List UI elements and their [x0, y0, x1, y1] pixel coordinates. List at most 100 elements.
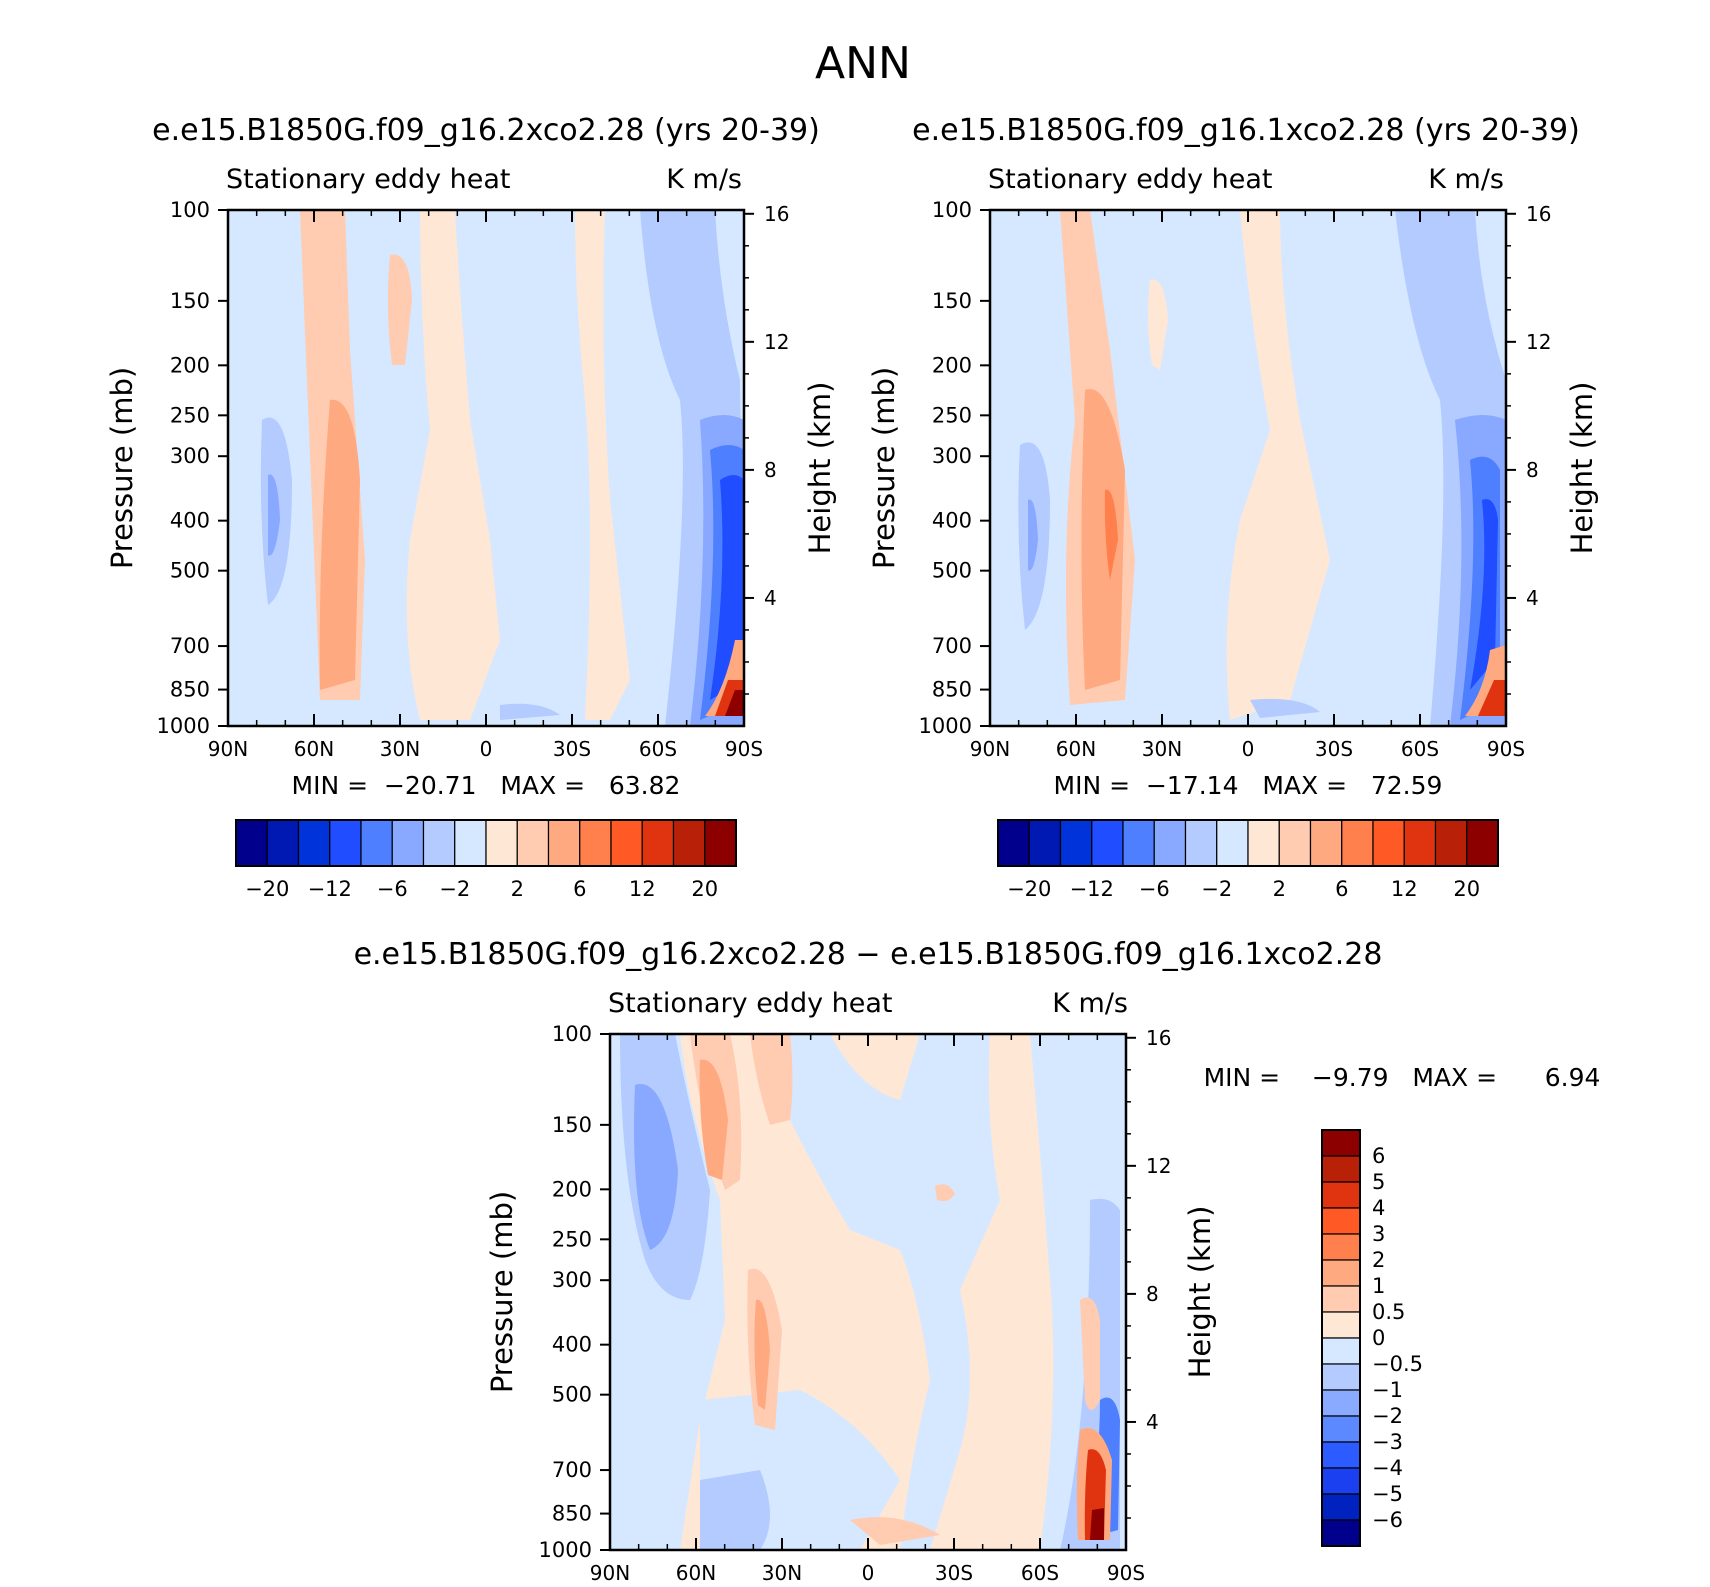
panel-case1-height-tick-label: 8: [764, 458, 777, 482]
panel-case2-colorbar-swatch: [1247, 819, 1280, 867]
panel-case1-colorbar-swatch: [610, 819, 643, 867]
panel-case2-subtitle-right: K m/s: [1428, 164, 1504, 195]
panel-case1-colorbar-label: −2: [439, 877, 470, 901]
panel-case2-xtick-label: 30S: [1315, 737, 1353, 761]
panel-diff-field: [610, 1034, 1126, 1550]
panel-diff-colorbar-swatch: [1321, 1233, 1361, 1261]
panel-case2-ytick-label: 200: [932, 353, 972, 377]
panel-diff-colorbar-label: −3: [1372, 1430, 1403, 1454]
panel-diff-xtick-label: 60N: [676, 1561, 716, 1585]
panel-case2-colorbar-swatch: [1028, 819, 1062, 867]
panel-case2-colorbar-label: 6: [1335, 877, 1348, 901]
panel-diff-xtick-label: 0: [862, 1561, 875, 1585]
panel-case1-colorbar-swatch: [516, 819, 550, 867]
panel-case1-ytick-label: 400: [170, 509, 210, 533]
panel-case1-colorbar-label: 20: [691, 877, 718, 901]
panel-case2-colorbar-swatch: [1216, 819, 1249, 867]
panel-diff-colorbar-swatch: [1321, 1181, 1361, 1209]
panel-case2-colorbar-swatch: [1372, 819, 1405, 867]
panel-diff-ytick-label: 150: [552, 1113, 592, 1137]
panel-diff-height-tick-label: 12: [1146, 1154, 1171, 1178]
panel-case1-xtick-label: 60N: [294, 737, 334, 761]
panel-case1-colorbar-swatch: [297, 819, 331, 867]
panel-diff-colorbar-swatch: [1321, 1129, 1361, 1157]
panel-case1-xtick-label: 30S: [553, 737, 591, 761]
panel-case1-colorbar-swatch: [485, 819, 518, 867]
panel-case1-ylabel-right: Height (km): [803, 382, 837, 555]
panel-case2-colorbar-label: −20: [1007, 877, 1051, 901]
panel-case2-colorbar-label: 20: [1453, 877, 1480, 901]
panel-case2-height-tick-label: 8: [1526, 458, 1539, 482]
panel-case2-colorbar-swatch: [1341, 819, 1374, 867]
panel-case2-subtitle-left: Stationary eddy heat: [988, 164, 1273, 195]
panel-case1-stats: MIN = −20.71 MAX = 63.82: [292, 771, 681, 800]
panel-diff-colorbar-swatch: [1321, 1311, 1361, 1339]
panel-case2-colorbar-label: −12: [1070, 877, 1114, 901]
panel-case1-height-tick-label: 12: [764, 330, 789, 354]
panel-case2-ylabel: Pressure (mb): [867, 367, 901, 569]
panel-diff-xtick-label: 90N: [590, 1561, 630, 1585]
panel-case2-ytick-label: 500: [932, 559, 972, 583]
panel-case1-subtitle-left: Stationary eddy heat: [226, 164, 511, 195]
panel-diff-ytick-label: 1000: [539, 1538, 592, 1562]
panel-case2-colorbar-label: 12: [1391, 877, 1418, 901]
panel-diff-ytick-label: 500: [552, 1383, 592, 1407]
panel-diff-colorbar-swatch: [1321, 1415, 1361, 1443]
panel-case2-colorbar-swatch: [1403, 819, 1437, 867]
panel-diff-height-tick-label: 8: [1146, 1282, 1159, 1306]
panel-case1-colorbar-swatch: [329, 819, 362, 867]
panel-case2-colorbar-label: −2: [1201, 877, 1232, 901]
panel-diff-colorbar-label: −2: [1372, 1404, 1403, 1428]
panel-case1-ytick-label: 700: [170, 634, 210, 658]
panel-case1-colorbar-swatch: [641, 819, 675, 867]
panel-diff-xtick-label: 30S: [935, 1561, 973, 1585]
panel-case2-colorbar-swatch: [1091, 819, 1124, 867]
panel-diff-colorbar-label: 1: [1372, 1274, 1385, 1298]
panel-case2-xtick-label: 60S: [1401, 737, 1439, 761]
panel-case2-xtick-label: 90S: [1487, 737, 1525, 761]
panel-diff-colorbar-swatch: [1321, 1389, 1361, 1417]
panel-diff-colorbar-label: 5: [1372, 1170, 1385, 1194]
panel-case2-colorbar-label: 2: [1273, 877, 1286, 901]
panel-diff-colorbar-label: −1: [1372, 1378, 1403, 1402]
panel-case1-ytick-label: 300: [170, 444, 210, 468]
panel-diff-colorbar-swatch: [1321, 1337, 1361, 1365]
panel-diff-colorbar-label: 2: [1372, 1248, 1385, 1272]
panel-diff-ylabel: Pressure (mb): [485, 1191, 519, 1393]
panel-diff-subtitle-left: Stationary eddy heat: [608, 988, 893, 1019]
panel-case1-colorbar-label: −20: [245, 877, 289, 901]
panel-diff-title: e.e15.B1850G.f09_g16.2xco2.28 − e.e15.B1…: [354, 937, 1383, 972]
panel-diff-ylabel-right: Height (km): [1183, 1206, 1217, 1379]
panel-case1-colorbar-swatch: [454, 819, 487, 867]
panel-diff-height-tick-label: 4: [1146, 1410, 1159, 1434]
panel-diff-colorbar-label: −4: [1372, 1456, 1403, 1480]
panel-case2-stats: MIN = −17.14 MAX = 72.59: [1054, 771, 1443, 800]
panel-diff-colorbar-swatch: [1321, 1155, 1361, 1183]
panel-case2-height-tick-label: 12: [1526, 330, 1551, 354]
panel-diff-colorbar-frame: [1321, 1129, 1361, 1547]
panel-diff-colorbar-label: 6: [1372, 1144, 1385, 1168]
panel-case2-colorbar-swatch: [1466, 819, 1499, 867]
panel-diff-ytick-label: 200: [552, 1177, 592, 1201]
panel-diff-colorbar-swatch: [1321, 1259, 1361, 1287]
panel-case2-colorbar-swatch: [1309, 819, 1343, 867]
panel-case1-ytick-label: 200: [170, 353, 210, 377]
panel-case2-colorbar-swatch: [1278, 819, 1312, 867]
panel-case1-colorbar-label: 2: [511, 877, 524, 901]
panel-case2-xtick-label: 30N: [1142, 737, 1182, 761]
panel-diff-ytick-label: 850: [552, 1502, 592, 1526]
panel-case1-colorbar-frame: [235, 819, 737, 867]
panel-case1-height-tick-label: 16: [764, 202, 789, 226]
panel-diff-colorbar-label: 4: [1372, 1196, 1385, 1220]
panel-case2-title: e.e15.B1850G.f09_g16.1xco2.28 (yrs 20-39…: [912, 113, 1580, 148]
panel-case2: e.e15.B1850G.f09_g16.1xco2.28 (yrs 20-39…: [867, 113, 1599, 901]
panel-diff-stats: MIN = −9.79 MAX = 6.94: [1204, 1063, 1601, 1092]
panel-diff-colorbar-label: −0.5: [1372, 1352, 1423, 1376]
panel-case1-ylabel: Pressure (mb): [105, 367, 139, 569]
panel-case1-colorbar-swatch: [672, 819, 706, 867]
panel-case1-ytick-label: 250: [170, 403, 210, 427]
panel-case2-colorbar-swatch: [1122, 819, 1155, 867]
panel-diff-xtick-label: 60S: [1021, 1561, 1059, 1585]
panel-diff-ytick-label: 400: [552, 1333, 592, 1357]
panel-case1-subtitle-right: K m/s: [666, 164, 742, 195]
